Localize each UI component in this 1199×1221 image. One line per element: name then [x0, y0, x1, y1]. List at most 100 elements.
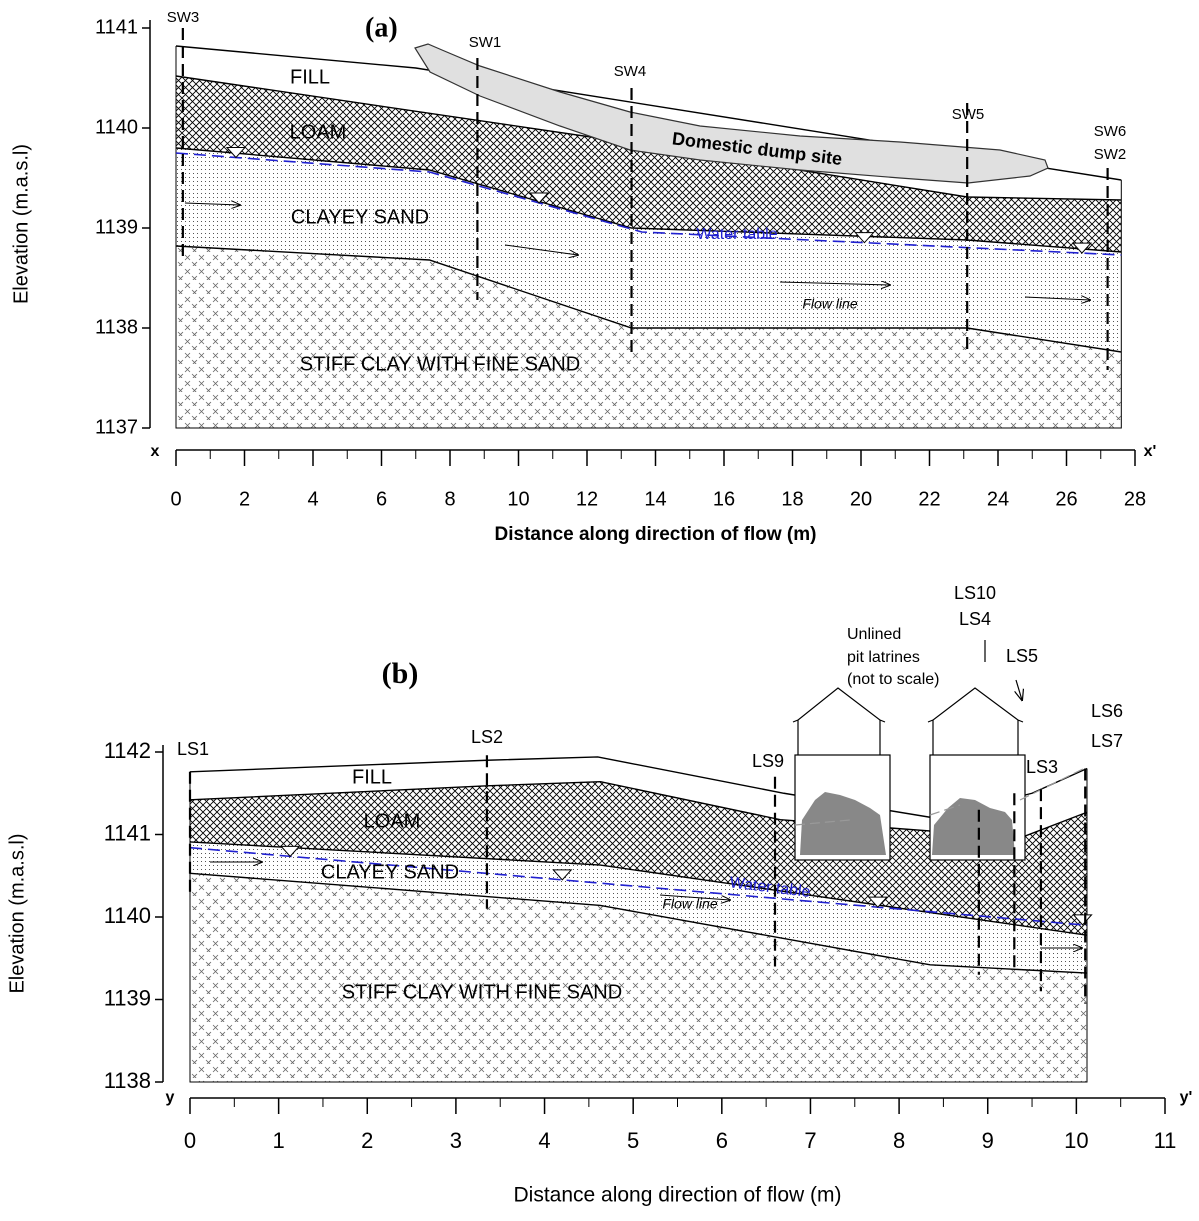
y-tick-label: 1138 [95, 316, 138, 338]
x-tick-label: 4 [538, 1128, 550, 1153]
layer-fill [190, 781, 1087, 936]
water-table-symbol [552, 869, 573, 881]
annotation: pit latrines [847, 649, 920, 666]
x-tick-label: 22 [918, 488, 940, 510]
x-tick-label: 6 [716, 1128, 728, 1153]
borehole-label: SW2 [1094, 146, 1127, 163]
layer-boundary [189, 872, 1088, 974]
y-tick-label: 1139 [95, 216, 138, 238]
water-table-symbol [280, 845, 301, 858]
layer-fill [190, 841, 1087, 974]
borehole-label: SW6 [1094, 123, 1127, 140]
layer-label: LOAM [364, 810, 421, 832]
x-tick-label: 14 [644, 488, 666, 510]
x-tick-label: 9 [982, 1128, 994, 1153]
axis-end-label: y [166, 1089, 175, 1106]
y-tick-label: 1137 [95, 416, 138, 438]
x-tick-label: 18 [781, 488, 803, 510]
borehole-label: LS9 [752, 751, 784, 771]
x-tick-label: 28 [1124, 488, 1146, 510]
layer-fill [176, 148, 1122, 352]
y-axis-title: Elevation (m.a.s.l) [10, 144, 32, 304]
flow-arrow [1024, 297, 1090, 300]
section-outline [175, 46, 1122, 429]
x-tick-label: 6 [376, 488, 387, 510]
layer-label: STIFF CLAY WITH FINE SAND [342, 981, 622, 1003]
annotation: (not to scale) [847, 671, 939, 688]
flow-arrow [659, 894, 730, 900]
overlays [181, 28, 1109, 1004]
borehole-label: LS5 [1006, 646, 1038, 666]
flow-line-label: Flow line [662, 896, 717, 912]
x-tick-label: 0 [170, 488, 181, 510]
water-table-symbol [1072, 914, 1093, 926]
borehole-label: LS7 [1091, 731, 1123, 751]
x-tick-label: 5 [627, 1128, 639, 1153]
y-tick-label: 1142 [104, 738, 151, 763]
x-tick-label: 2 [239, 488, 250, 510]
borehole-label: SW5 [952, 106, 985, 123]
borehole-label: SW4 [614, 63, 647, 80]
layer-boundary [175, 147, 1122, 253]
x-tick-label: 0 [184, 1128, 196, 1153]
water-table [175, 152, 1122, 256]
latrine [792, 640, 1086, 861]
x-tick-label: 1 [273, 1128, 285, 1153]
borehole-label: LS10 [954, 583, 996, 603]
x-tick-label: 16 [713, 488, 735, 510]
flow-arrow [779, 282, 890, 285]
water-table-symbol [854, 232, 875, 244]
water-table-symbol [225, 146, 247, 159]
axis-end-label: y' [1180, 1089, 1193, 1106]
borehole-label: LS1 [177, 739, 209, 759]
x-tick-label: 26 [1055, 488, 1077, 510]
y-tick-label: 1138 [104, 1068, 151, 1093]
water-table-symbol [1071, 242, 1093, 254]
x-tick-label: 24 [987, 488, 1009, 510]
annotation: Unlined [847, 626, 901, 643]
layer-fill [190, 873, 1087, 1082]
layer-fill [176, 76, 1122, 252]
x-tick-label: 10 [507, 488, 529, 510]
layer-boundary [189, 780, 1088, 839]
layer-label: FILL [352, 766, 392, 788]
flow-arrow [184, 203, 240, 205]
x-tick-label: 12 [576, 488, 598, 510]
x-axis-title: Distance along direction of flow (m) [495, 524, 817, 545]
y-tick-label: 1141 [95, 16, 138, 38]
borehole-label: SW3 [167, 9, 200, 26]
x-tick-label: 8 [444, 488, 455, 510]
y-axis-title: Elevation (m.a.s.l) [6, 833, 28, 993]
layer-label: LOAM [290, 121, 347, 143]
flow-line-label: Flow line [802, 296, 857, 312]
layer-label: CLAYEY SAND [321, 861, 459, 883]
borehole-label: LS3 [1026, 757, 1058, 777]
x-tick-label: 8 [893, 1128, 905, 1153]
dump-site [414, 43, 1049, 184]
x-tick-label: 11 [1154, 1128, 1177, 1153]
y-tick-label: 1141 [104, 820, 151, 845]
axis-end-label: x' [1144, 443, 1157, 460]
x-tick-label: 7 [804, 1128, 816, 1153]
axis-end-label: x [151, 443, 160, 460]
layer-label: CLAYEY SAND [291, 206, 429, 228]
water-table-symbol [528, 192, 550, 204]
layer-fill [176, 246, 1122, 428]
water-table [189, 846, 1088, 927]
x-tick-label: 3 [450, 1128, 462, 1153]
water-table-label: Water table [696, 226, 777, 243]
x-tick-label: 2 [361, 1128, 373, 1153]
x-tick-label: 10 [1064, 1128, 1088, 1153]
layer-label: FILL [290, 66, 330, 88]
layer-label: STIFF CLAY WITH FINE SAND [300, 353, 580, 375]
flow-arrow [504, 244, 578, 255]
layers [175, 45, 1122, 1083]
borehole-label: LS2 [471, 727, 503, 747]
x-tick-label: 20 [850, 488, 872, 510]
panel-label: (a) [365, 12, 398, 43]
x-tick-label: 4 [307, 488, 318, 510]
borehole-label: SW1 [469, 34, 502, 51]
y-tick-label: 1140 [104, 903, 151, 928]
y-tick-label: 1140 [95, 116, 138, 138]
